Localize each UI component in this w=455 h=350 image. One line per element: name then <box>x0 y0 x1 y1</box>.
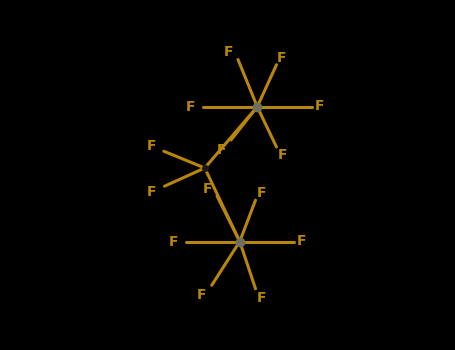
Text: F: F <box>186 100 196 114</box>
Text: F: F <box>277 51 287 65</box>
Text: F: F <box>147 139 156 153</box>
Text: F: F <box>278 148 288 162</box>
Text: F: F <box>168 234 178 248</box>
Text: F: F <box>197 288 206 302</box>
Text: F: F <box>314 99 324 113</box>
Text: F: F <box>217 143 226 157</box>
Text: F: F <box>297 234 307 248</box>
Text: F: F <box>256 186 266 200</box>
Text: F: F <box>256 290 266 304</box>
Text: F: F <box>223 45 233 59</box>
Text: F: F <box>202 182 212 196</box>
Text: F: F <box>147 186 157 199</box>
